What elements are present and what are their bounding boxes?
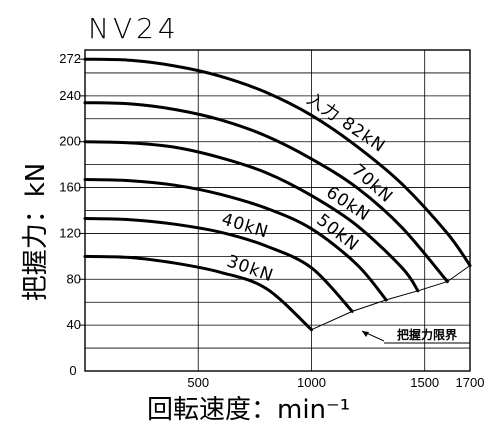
y-tick-label: 272 xyxy=(59,51,81,66)
y-axis-label: 把握力：kN xyxy=(21,163,51,302)
y-tick-label: 240 xyxy=(59,88,81,103)
series-line xyxy=(83,178,388,302)
x-tick-label: 1700 xyxy=(456,375,485,390)
x-tick-label: 1500 xyxy=(410,375,439,390)
series-line xyxy=(83,140,420,293)
tick-labels: 40 80 120 160 200 240 272 500 1000 1500 1700 0 xyxy=(59,51,484,390)
annotation-text: 把握力限界 xyxy=(397,327,457,342)
limit-line xyxy=(311,265,471,331)
series-line xyxy=(83,254,313,332)
series-lines xyxy=(83,57,472,332)
series-line xyxy=(83,57,472,267)
y-tick-label: 80 xyxy=(67,271,81,286)
y-tick-label: 40 xyxy=(67,317,81,332)
x-tick-label: 500 xyxy=(187,375,209,390)
y-tick-label: 120 xyxy=(59,225,81,240)
series-line xyxy=(83,217,354,313)
series-label: 入力 82kN xyxy=(303,89,389,157)
series-line xyxy=(83,101,449,284)
y-tick-label: 200 xyxy=(59,134,81,149)
annotation: 把握力限界 xyxy=(361,327,470,344)
origin-label: 0 xyxy=(69,363,76,378)
x-axis-label: 回転速度：min⁻¹ xyxy=(147,395,350,425)
chart-title: NV24 xyxy=(88,12,180,45)
y-tick-label: 160 xyxy=(59,180,81,195)
x-tick-label: 1000 xyxy=(297,375,326,390)
annotation-arrow xyxy=(362,331,369,337)
